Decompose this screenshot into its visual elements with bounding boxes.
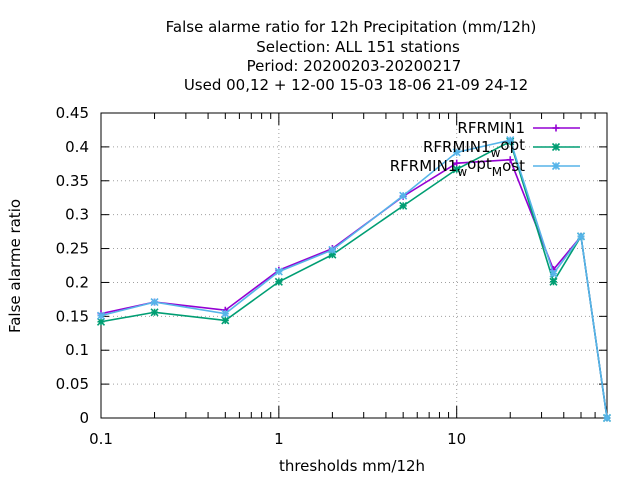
data-point (576, 232, 586, 241)
data-point (549, 269, 558, 278)
plot-frame (100, 112, 608, 419)
series-3 (96, 136, 612, 423)
x-tick-label: 0.1 (89, 430, 113, 448)
data-point (328, 245, 337, 254)
legend-entry-1: RFRMIN1 (457, 119, 580, 137)
data-point (221, 316, 230, 325)
x-tick-label: 1 (274, 430, 284, 448)
title-line-4: Used 00,12 + 12-00 15-03 18-06 21-09 24-… (184, 76, 528, 94)
y-tick-label: 0.35 (56, 172, 89, 190)
legend-marker (551, 142, 561, 152)
legend-marker (551, 161, 561, 171)
y-tick-label: 0.05 (56, 375, 89, 393)
axis-tick-labels: 0 0.05 0.1 0.15 0.2 0.25 0.3 0.35 0.4 0.45 0.1 1 10 (56, 104, 467, 448)
legend-label: RFRMIN1 (457, 119, 525, 137)
data-point (274, 277, 283, 286)
x-tick-label: 10 (447, 430, 466, 448)
data-point (506, 136, 515, 145)
title-line-2: Selection: ALL 151 stations (256, 38, 460, 56)
legend-label: RFRMIN1wopt (423, 136, 525, 160)
legend-entry-2: RFRMIN1wopt (423, 136, 580, 160)
data-point (96, 317, 106, 326)
data-point (274, 267, 283, 276)
title-line-1: False alarme ratio for 12h Precipitation… (166, 18, 537, 36)
legend-marker (552, 124, 560, 132)
data-point (399, 191, 408, 200)
legend-label: RFRMIN1woptMost (390, 155, 525, 179)
grid (101, 113, 607, 418)
y-tick-label: 0 (79, 409, 89, 427)
data-point (150, 298, 159, 307)
title-line-3: Period: 20200203-20200217 (247, 57, 462, 75)
y-tick-label: 0.25 (56, 240, 89, 258)
series-line (100, 140, 608, 419)
axis-ticks (100, 112, 608, 419)
data-point (452, 148, 461, 157)
series-line (100, 158, 608, 419)
data-point (150, 308, 159, 317)
legend-entry-3: RFRMIN1woptMost (390, 155, 580, 179)
y-tick-label: 0.1 (65, 341, 89, 359)
data-point (221, 309, 230, 318)
y-axis-title: False alarme ratio (6, 199, 24, 333)
data-point (506, 156, 514, 164)
y-tick-label: 0.15 (56, 307, 89, 325)
y-tick-label: 0.45 (56, 104, 89, 122)
data-point (549, 277, 558, 286)
y-tick-label: 0.2 (65, 273, 89, 291)
y-tick-label: 0.3 (65, 206, 89, 224)
data-point (96, 311, 106, 320)
y-tick-label: 0.4 (65, 138, 89, 156)
series-group (96, 136, 612, 423)
series-1 (97, 156, 611, 422)
data-point (602, 413, 612, 423)
chart-title: False alarme ratio for 12h Precipitation… (166, 18, 537, 94)
data-point (453, 159, 461, 167)
x-axis-title: thresholds mm/12h (279, 457, 425, 475)
data-point (399, 201, 408, 210)
series-line (100, 139, 608, 419)
data-point (452, 165, 461, 174)
